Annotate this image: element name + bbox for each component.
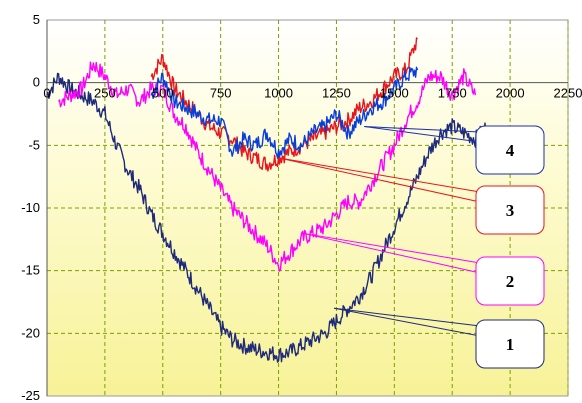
x-tick-label: 500 [152, 86, 174, 101]
tick-labels: 0 250 500 750 1000 1250 1500 1750 2000 2250 5 0 -5 -1… [21, 12, 582, 403]
callout-leader-3 [278, 157, 481, 193]
callout-leader-1 [334, 307, 481, 327]
y-tick-label: -5 [28, 137, 40, 152]
y-tick-label: 0 [33, 75, 40, 90]
x-tick-label: 1750 [438, 86, 467, 101]
callout-leader-1 [334, 307, 481, 337]
callout-leader-3 [278, 157, 481, 203]
y-tick-label: -20 [21, 325, 40, 340]
y-tick-label: -10 [21, 200, 40, 215]
y-tick-label: 5 [33, 12, 40, 27]
callout-leader-4 [364, 126, 481, 143]
x-tick-label: 1250 [322, 86, 351, 101]
series-1-line [46, 72, 488, 363]
series-4-line [150, 66, 419, 159]
callouts: 4 3 2 1 [278, 125, 545, 369]
x-tick-label: 2000 [496, 86, 525, 101]
callout-label-1: 1 [506, 335, 515, 354]
x-tick-label: 250 [94, 86, 116, 101]
y-tick-label: -15 [21, 263, 40, 278]
callout-leader-4 [364, 126, 481, 133]
x-tick-label: 1500 [380, 86, 409, 101]
x-tick-label: 2250 [554, 86, 582, 101]
x-tick-label: 1000 [264, 86, 293, 101]
series-2-line [57, 61, 477, 272]
callout-label-4: 4 [506, 141, 515, 160]
callout-leader-2 [301, 232, 481, 264]
x-tick-label: 0 [43, 86, 50, 101]
callout-box-1 [475, 319, 545, 369]
callout-box-3 [475, 185, 545, 235]
x-tick-label: 750 [210, 86, 232, 101]
series-group [46, 37, 488, 363]
callout-label-3: 3 [506, 201, 515, 220]
y-tick-label: -25 [21, 388, 40, 403]
callout-label-2: 2 [506, 272, 515, 291]
callout-leader-2 [301, 232, 481, 274]
callout-box-2 [475, 256, 545, 306]
axes [46, 20, 568, 396]
callout-box-4 [475, 125, 545, 175]
